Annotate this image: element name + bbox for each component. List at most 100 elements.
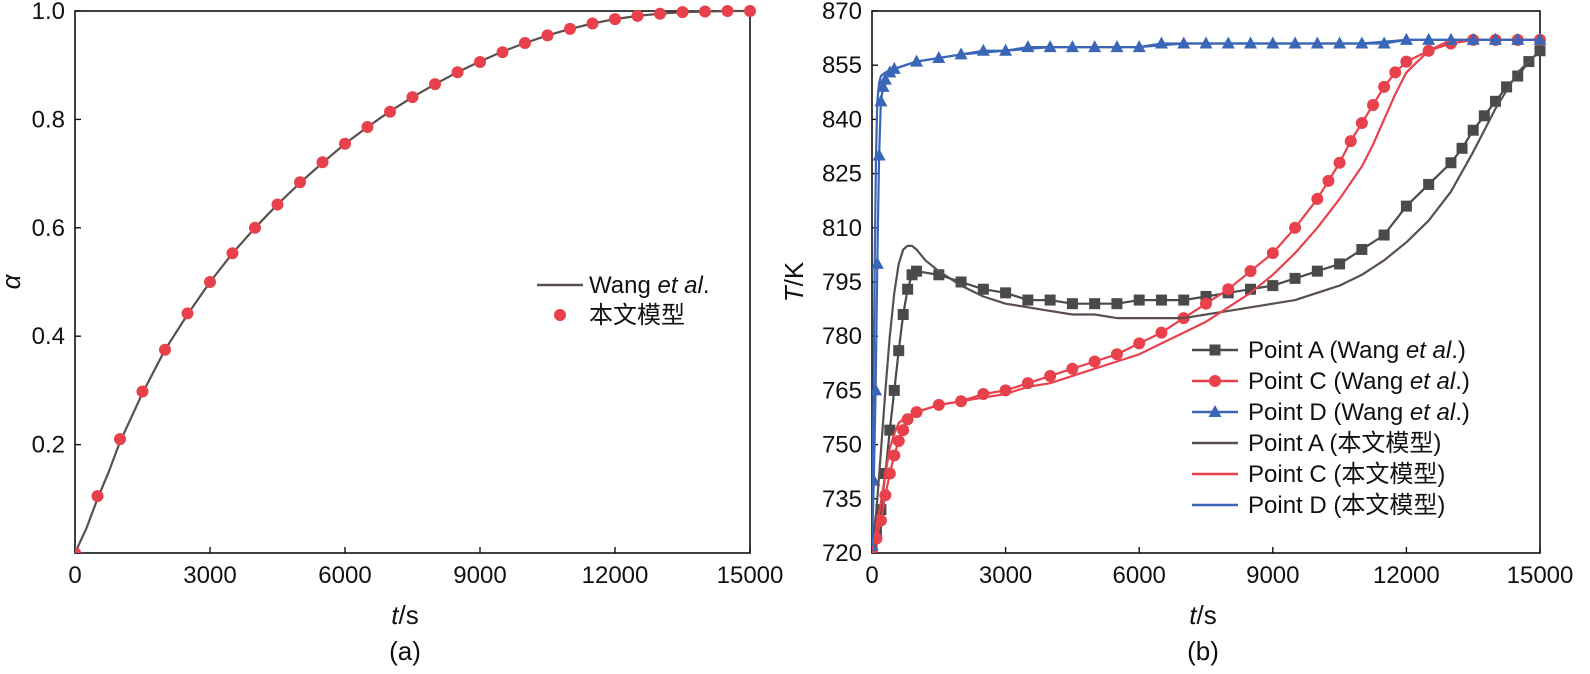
data-point: [1088, 355, 1101, 368]
legend-marker-swatch: [1208, 405, 1222, 417]
data-point: [384, 105, 396, 118]
data-point: [1334, 258, 1346, 270]
data-point: [226, 247, 239, 260]
legend-label: Point D (Wang et al.): [1248, 399, 1470, 426]
data-point: [1512, 70, 1524, 82]
legend-label: Point A (本文模型): [1248, 430, 1441, 457]
data-point: [1266, 247, 1279, 260]
x-tick-label: 3000: [183, 562, 236, 589]
data-point: [609, 13, 621, 26]
legend-item: Wang et al.: [537, 272, 710, 299]
axis-ticks-a: 0 3000 6000 9000 12000 15000 0.2 0.4 0.6 0.8 1.0: [32, 0, 784, 589]
data-point: [1089, 298, 1101, 310]
data-point: [1400, 200, 1412, 212]
data-point: [1356, 243, 1368, 255]
series-2: [75, 5, 756, 553]
y-axis-title-a: α: [0, 273, 26, 289]
data-point: [339, 137, 351, 150]
data-point: [1311, 192, 1324, 205]
data-point: [1478, 110, 1490, 122]
data-point: [1155, 294, 1167, 306]
y-tick-label: 795: [822, 269, 862, 296]
data-point: [1289, 221, 1302, 234]
data-point: [1066, 298, 1078, 310]
legend-label: Point C (Wang et al.): [1248, 368, 1470, 395]
chart-panel-a: 0 3000 6000 9000 12000 15000 0.2 0.4 0.6 0.8 1.0 W…: [0, 0, 783, 666]
x-tick-label: 9000: [453, 562, 506, 589]
plot-frame-a: [74, 10, 751, 554]
data-point: [1378, 80, 1391, 93]
y-tick-label: 720: [822, 540, 862, 567]
y-tick-label: 855: [822, 52, 862, 79]
data-point: [902, 283, 914, 295]
legend-a: Wang et al. 本文模型: [537, 272, 710, 329]
x-tick-label: 15000: [1507, 562, 1574, 589]
data-point: [496, 46, 509, 59]
data-point: [586, 17, 599, 30]
data-point: [977, 283, 989, 295]
y-tick-label: 735: [822, 486, 862, 513]
data-point: [294, 176, 306, 189]
data-point: [872, 383, 883, 396]
series-line: [872, 38, 1540, 546]
y-tick-label: 810: [822, 215, 862, 242]
data-point: [75, 547, 81, 553]
x-tick-label: 12000: [1373, 562, 1440, 589]
data-point: [271, 198, 284, 211]
data-point: [676, 6, 689, 19]
data-point: [1322, 174, 1335, 187]
legend-label: Wang et al.: [589, 272, 710, 299]
legend-label: Point D (本文模型): [1248, 492, 1445, 519]
y-tick-label: 0.8: [32, 106, 65, 133]
x-tick-label: 9000: [1246, 562, 1299, 589]
data-point: [878, 72, 892, 85]
legend-b: Point A (Wang et al.) Point C (Wang et al…: [1192, 337, 1470, 519]
series-group-a: [75, 5, 756, 553]
data-point: [1222, 283, 1235, 296]
legend-item: Point A (本文模型): [1192, 430, 1441, 457]
legend-item: Point C (Wang et al.): [1192, 368, 1470, 395]
data-point: [699, 5, 711, 18]
legend-marker-swatch: [1209, 375, 1221, 387]
legend-item: 本文模型: [554, 302, 685, 329]
x-tick-label: 3000: [979, 562, 1032, 589]
series-6: [872, 38, 1540, 546]
y-tick-label: 0.2: [32, 432, 65, 459]
data-point: [114, 433, 126, 446]
data-point: [872, 148, 886, 161]
legend-marker-swatch: [554, 309, 566, 321]
data-point: [204, 276, 216, 288]
data-point: [1445, 157, 1457, 169]
x-tick-label: 0: [68, 562, 81, 589]
data-point: [249, 221, 261, 234]
legend-label: 本文模型: [589, 302, 685, 329]
y-tick-label: 870: [822, 0, 862, 25]
data-point: [1044, 294, 1056, 306]
data-point: [91, 490, 104, 503]
panel-caption-b: (b): [1187, 636, 1219, 666]
data-point: [451, 66, 464, 79]
data-point: [1355, 117, 1368, 130]
data-point: [1111, 298, 1123, 310]
data-point: [316, 156, 329, 169]
data-point: [1022, 294, 1034, 306]
data-point: [884, 424, 896, 436]
data-point: [1155, 326, 1168, 339]
y-tick-label: 0.4: [32, 323, 65, 350]
data-point: [181, 307, 194, 320]
x-tick-label: 12000: [582, 562, 649, 589]
data-point: [933, 269, 945, 281]
series-line: [872, 38, 1540, 550]
data-point: [1066, 362, 1079, 375]
series-line: [872, 49, 1541, 546]
data-point: [1244, 265, 1257, 278]
data-point: [875, 504, 887, 516]
data-point: [1133, 294, 1145, 306]
y-tick-label: 840: [822, 106, 862, 133]
legend-item: Point D (本文模型): [1192, 492, 1445, 519]
data-point: [1178, 294, 1190, 306]
data-point: [1367, 98, 1379, 111]
legend-marker-swatch: [1209, 344, 1221, 356]
data-point: [1456, 142, 1468, 154]
